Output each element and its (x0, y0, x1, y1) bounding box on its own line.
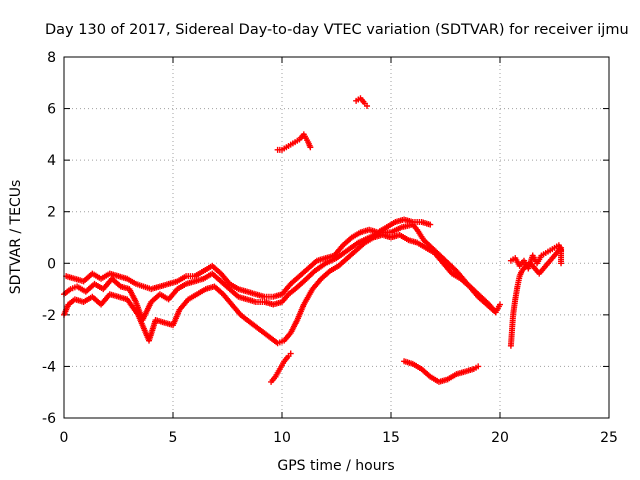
series-lower-arc-9to10h (268, 350, 294, 385)
series-main-trace-a (61, 221, 499, 324)
y-axis-label: SDTVAR / TECUs (8, 180, 24, 295)
y-tick-label: -4 (42, 359, 56, 375)
x-tick-label: 20 (491, 430, 509, 446)
x-tick-label: 15 (382, 430, 400, 446)
series-upper-segment-13to14h (353, 95, 371, 109)
series-main-trace-b (61, 231, 503, 347)
data-points (61, 95, 565, 385)
x-tick-label: 10 (273, 430, 291, 446)
grid (64, 57, 609, 418)
series-lower-segment-15to19h (401, 358, 482, 385)
y-tick-label: 4 (47, 153, 56, 169)
chart-title: Day 130 of 2017, Sidereal Day-to-day VTE… (45, 22, 629, 38)
axis-ticks: 0 5 10 15 20 25 -6 -4 -2 0 2 4 6 8 (42, 50, 618, 446)
y-tick-label: 2 (47, 205, 56, 221)
x-axis-label: GPS time / hours (277, 458, 394, 474)
y-tick-label: 6 (47, 102, 56, 118)
data-point (558, 247, 565, 254)
y-tick-label: 8 (47, 50, 56, 66)
series-upper-segment-10to11h (274, 131, 314, 153)
data-point (475, 363, 482, 370)
series-main-trace-c (63, 216, 434, 300)
y-tick-label: -6 (42, 411, 56, 427)
data-point (364, 102, 371, 109)
series-late-segment-20to23h-upper (507, 242, 565, 272)
data-point (307, 144, 314, 151)
x-tick-label: 0 (60, 430, 69, 446)
data-point (427, 221, 434, 228)
y-tick-label: -2 (42, 308, 56, 324)
x-tick-label: 5 (169, 430, 178, 446)
data-point (497, 301, 503, 308)
data-point (558, 260, 565, 267)
x-tick-label: 25 (600, 430, 618, 446)
plot-frame (63, 56, 610, 419)
data-point (287, 350, 294, 357)
y-tick-label: 0 (47, 256, 56, 272)
